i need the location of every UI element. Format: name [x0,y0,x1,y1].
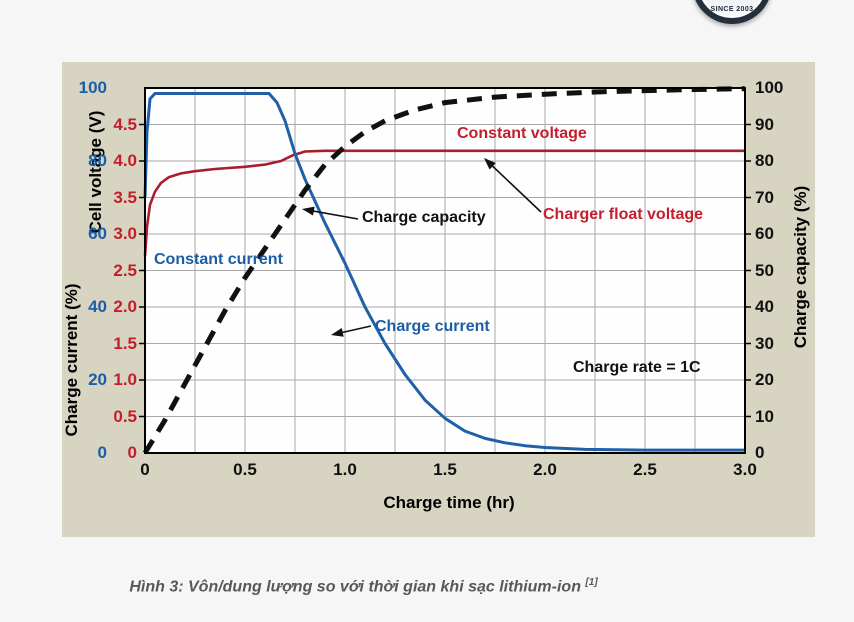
badge-text: SINCE 2003 [710,6,754,13]
capacity-tick-label: 30 [755,333,774,353]
capacity-tick-label: 20 [755,370,774,389]
capacity-tick-label: 60 [755,224,774,243]
current-tick-label: 20 [88,370,107,389]
time-tick-label: 2.5 [633,460,657,479]
chart-plot-area [139,86,751,455]
time-tick-label: 2.0 [533,460,557,479]
time-tick-label: 1.0 [333,460,357,479]
current-tick-label: 100 [78,78,107,97]
figure-caption-text: Hình 3: Vôn/dung lượng so với thời gian … [129,578,586,596]
voltage-tick-label: 0 [127,443,137,462]
current-tick-label: 80 [88,151,107,170]
annotation-charge-current: Charge current [375,318,490,335]
figure-caption: Hình 3: Vôn/dung lượng so với thời gian … [0,577,727,596]
annotation-constant-voltage: Constant voltage [457,125,587,142]
annotation-charger-float-voltage: Charger float voltage [543,206,704,223]
capacity-tick-label: 80 [755,151,774,170]
voltage-tick-label: 4.0 [113,151,137,170]
voltage-tick-label: 1.5 [113,333,137,353]
time-tick-label: 0.5 [233,460,257,479]
voltage-tick-label: 2.0 [113,297,137,316]
time-axis-title: Charge time (hr) [383,493,515,512]
voltage-tick-label: 0.5 [113,406,137,426]
voltage-tick-label: 1.0 [113,370,137,389]
capacity-tick-label: 90 [755,114,774,134]
capacity-tick-label: 0 [755,443,765,462]
time-tick-label: 0 [140,460,150,479]
current-tick-label: 0 [97,443,107,462]
capacity-tick-label: 100 [755,78,784,97]
annotation-charge-capacity: Charge capacity [362,209,486,226]
voltage-tick-label: 2.5 [113,260,137,280]
since-2003-badge: SINCE 2003 [692,0,772,24]
annotation-charge-rate: Charge rate = 1C [573,359,701,376]
current-tick-label: 60 [88,224,107,243]
time-tick-label: 1.5 [433,460,457,479]
annotation-constant-current: Constant current [154,251,283,268]
voltage-tick-label: 4.5 [113,114,137,134]
figure-caption-ref: [1] [585,577,598,588]
capacity-tick-label: 40 [755,297,774,316]
capacity-tick-label: 70 [755,187,774,207]
voltage-tick-label: 3.0 [113,224,137,243]
capacity-tick-label: 10 [755,406,774,426]
current-tick-label: 40 [88,297,107,316]
voltage-tick-label: 3.5 [113,187,137,207]
li-ion-charging-chart: Cell voltage (V) Charge current (%) Char… [62,62,815,537]
capacity-tick-label: 50 [755,260,774,280]
time-tick-label: 3.0 [733,460,757,479]
